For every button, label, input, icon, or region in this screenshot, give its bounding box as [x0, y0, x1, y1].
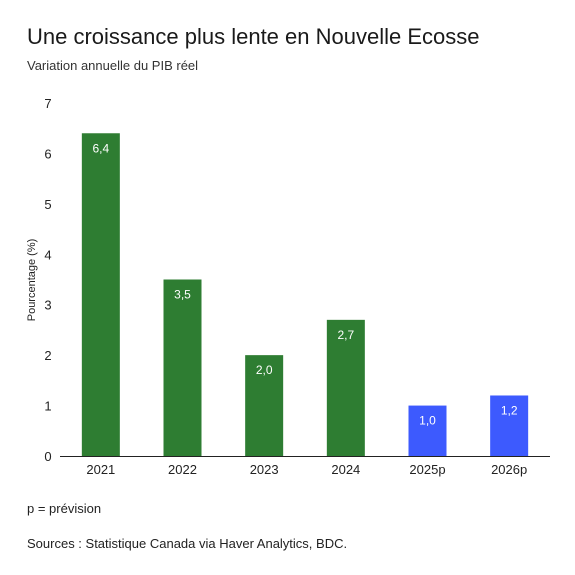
x-tick-label: 2021 [86, 462, 115, 477]
y-tick-label: 0 [44, 449, 51, 464]
forecast-note: p = prévision [27, 501, 102, 516]
x-axis-ticks: 2021 2022 2023 2024 2025p 2026p [86, 462, 527, 477]
bar-2021 [81, 133, 120, 456]
chart-subtitle: Variation annuelle du PIB réel [27, 58, 199, 73]
y-tick-label: 6 [44, 146, 51, 161]
bar-value-label: 3,5 [174, 288, 191, 302]
y-tick-label: 4 [44, 247, 51, 262]
y-tick-label: 3 [44, 298, 51, 313]
x-tick-label: 2022 [168, 462, 197, 477]
y-axis-label: Pourcentage (%) [26, 239, 38, 322]
bar-2025p [408, 405, 447, 456]
y-tick-label: 1 [44, 399, 51, 414]
bar-value-labels: 6,4 3,5 2,0 2,7 1,0 1,2 [92, 141, 517, 427]
bars [81, 133, 529, 456]
bar-2023 [245, 355, 284, 456]
sources-note: Sources : Statistique Canada via Haver A… [27, 536, 348, 551]
bar-value-label: 2,0 [256, 363, 273, 377]
x-tick-label: 2024 [331, 462, 360, 477]
x-tick-label: 2023 [250, 462, 279, 477]
bar-value-label: 1,0 [419, 414, 436, 428]
y-axis-ticks: 0 1 2 3 4 5 6 7 [44, 96, 51, 464]
y-tick-label: 7 [44, 96, 51, 111]
bar-2022 [163, 279, 202, 456]
x-tick-label: 2025p [409, 462, 445, 477]
bar-value-label: 1,2 [501, 403, 518, 417]
bar-value-label: 2,7 [337, 328, 354, 342]
y-tick-label: 5 [44, 197, 51, 212]
x-tick-label: 2026p [491, 462, 527, 477]
y-tick-label: 2 [44, 348, 51, 363]
bar-2024 [326, 319, 365, 456]
chart-title: Une croissance plus lente en Nouvelle Ec… [27, 24, 480, 49]
bar-value-label: 6,4 [92, 141, 109, 155]
bar-chart: 0 1 2 3 4 5 6 7 6,4 3,5 2,0 2,7 1,0 1,2 2021 2022 2023… [26, 96, 550, 477]
bar-2026p [490, 395, 529, 456]
